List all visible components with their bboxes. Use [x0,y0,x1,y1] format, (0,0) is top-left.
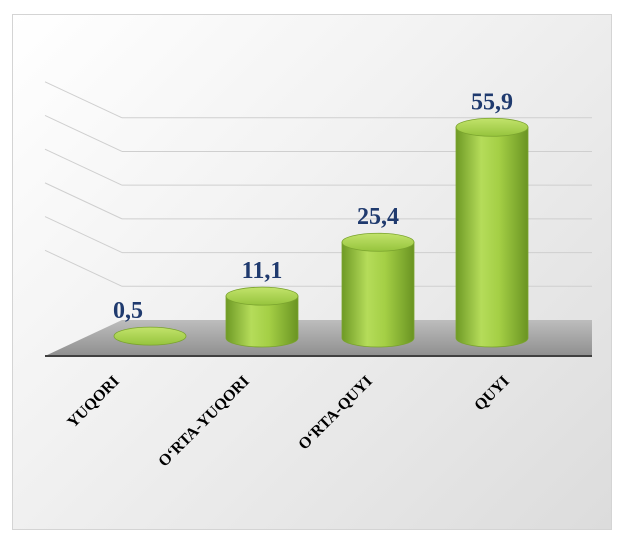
bar-1 [113,326,187,346]
gridline-side [44,216,123,254]
bar-3 [341,232,415,348]
category-label: YUQORI [64,373,123,432]
bar-top [225,286,299,306]
bar-top [113,326,187,346]
category-label: QUYI [471,373,513,415]
data-label: 11,1 [242,258,283,284]
bar-top [341,232,415,252]
category-label: O‘RTA-YUQORI [155,373,253,471]
category-labels: YUQORI O‘RTA-YUQORI O‘RTA-QUYI QUYI [64,373,513,471]
gridline-side [44,148,123,186]
bar-4 [455,117,529,348]
gridline-side [44,182,123,220]
floor-plane [45,320,592,356]
gridline-side [44,81,123,119]
data-label: 0,5 [113,298,143,324]
gridline-side [44,115,123,152]
bar-body [225,295,299,348]
bar-top [455,117,529,137]
value-labels: 0,5 11,1 25,4 55,9 [113,89,513,324]
gridline-side [44,249,123,287]
data-label: 55,9 [471,89,513,115]
bars [113,117,529,348]
data-label: 25,4 [357,204,399,230]
bar-body [455,126,529,348]
category-label: O‘RTA-QUYI [295,373,376,454]
bar-2 [225,286,299,348]
bar-body [341,241,415,348]
chart-floor [45,320,592,357]
